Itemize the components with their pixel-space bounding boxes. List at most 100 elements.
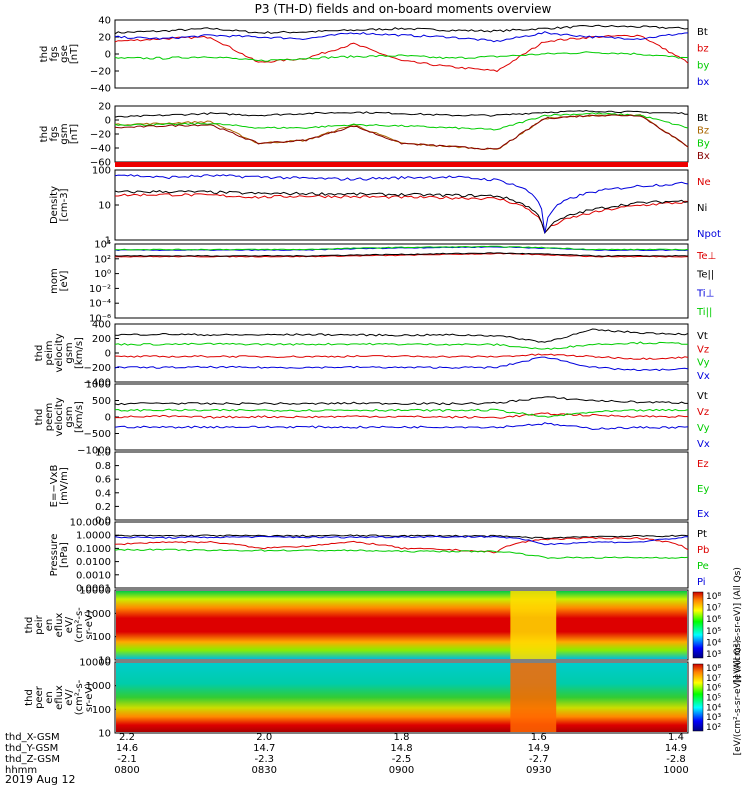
y-tick-label: 10 [98,729,111,740]
colorbar-tick-label: 10⁵ [706,694,721,704]
colorbar-tick-label: 10³ [706,650,721,660]
series-line [114,190,689,234]
y-tick-label: 10.0000 [70,518,111,529]
spectrogram-event-region [510,663,557,732]
y-tick-label: 40 [98,16,111,27]
panel-frame [114,169,689,241]
y-axis-label: (cm²-s- [74,679,85,715]
legend-entry: Vt [697,331,708,342]
series-line [115,353,689,361]
x-tick-label: 1.4 [668,732,684,743]
y-axis-label: gsm [64,406,75,427]
series-line [114,24,689,35]
x-axis-row-label: thd_X-GSM [5,732,60,743]
series-line [114,341,688,350]
y-tick-label: 0 [105,413,111,424]
y-axis-label: eflux [54,613,65,638]
legend-entry: Ti⊥ [696,288,714,299]
x-axis-row-label: thd_Y-GSM [5,743,58,754]
x-tick-label: 1.8 [394,732,410,743]
y-axis-label: eflux [54,685,65,710]
legend-entry: Te⊥ [696,251,716,262]
panel-frame [114,589,689,661]
y-axis-label: (cm²-s- [74,607,85,643]
y-tick-label: 0.6 [95,475,111,486]
colorbar [692,663,704,732]
series-line [115,193,689,234]
y-tick-label: 10000 [79,658,111,669]
colorbar-tick-label: 10³ [706,713,721,723]
panel-frame [114,383,689,451]
x-tick-label: -2.5 [392,754,412,765]
y-axis-label: gsm [64,342,75,363]
x-tick-label: -2.7 [529,754,549,765]
y-axis-label: [cm-3] [59,188,70,221]
y-axis-label: eV/ [64,616,75,633]
y-tick-label: −20 [90,130,111,141]
y-tick-label: 10 [98,656,111,667]
colorbar-tick-label: 10⁸ [706,664,721,674]
y-tick-label: 1 [105,236,111,247]
panel-frame [114,243,689,319]
y-tick-label: 0 [105,50,111,61]
panel-frame [114,451,689,521]
colorbar-tick-label: 10⁵ [706,627,721,637]
legend-entry: Pi [697,577,706,588]
series-line [114,31,689,43]
y-tick-label: 1.0 [95,448,111,459]
x-axis-row-label: hhmm [5,765,37,776]
panel-4: mom [eV] 10⁴ 10² 10⁰ 10⁻² 10⁻⁴ 10⁻⁶ Te⊥ Te|| Ti⊥ Ti… [49,240,716,325]
y-axis-label: [eV] [59,271,70,292]
legend-entry: Vy [697,358,710,369]
legend-entry: Pt [697,529,707,540]
legend-entry: Vz [697,407,709,418]
y-tick-label: 10² [94,254,111,265]
x-tick-label: -2.1 [117,754,137,765]
y-tick-label: 0.0100 [76,557,111,568]
series-line [114,245,689,251]
y-tick-label: 100 [92,632,111,643]
y-axis-label: thd [34,409,45,426]
series-line [114,174,689,234]
panel-7: E=−VxB [mV/m] 1.0 0.8 0.6 0.4 0.2 0.0 Ez Ey Ex [49,448,709,527]
x-tick-label: 0830 [252,765,277,776]
x-tick-label: -2.3 [254,754,274,765]
series-line [114,114,689,151]
y-tick-label: 1000 [86,681,111,692]
spectrogram-image [116,591,687,659]
series-line [114,51,688,62]
legend-entry: Ti|| [696,307,712,318]
x-tick-label: 1.6 [531,732,547,743]
y-tick-label: 20 [98,102,111,113]
colorbar [692,591,704,659]
legend-entry: Bt [697,27,708,38]
y-tick-label: 0.0 [95,516,111,527]
y-axis-label: en [44,691,55,704]
y-tick-label: 0.8 [95,461,111,472]
y-tick-label: 1000 [86,380,111,391]
status-bar [115,162,688,167]
y-tick-label: −40 [90,84,111,95]
series-line [114,396,688,406]
series-line [114,34,689,73]
legend-entry: Te|| [696,270,714,281]
x-axis-block: thd_X-GSM 2.2 2.0 1.8 1.6 1.4 thd_Y-GSM 14.6 14.… [5,732,689,776]
legend-entry: Vt [697,391,708,402]
series-line [114,252,689,257]
y-axis-label: Pressure [49,534,60,577]
series-line [114,356,689,372]
y-tick-label: 10 [98,201,111,212]
legend-entry: Ez [697,459,709,470]
colorbar-tick-label: 10⁶ [706,615,721,625]
y-axis-label: thd [24,617,35,634]
legend-entry: Vy [697,423,710,434]
legend-entry: Bt [697,113,708,124]
legend-entry: Ne [697,177,711,188]
legend-entry: Ni [697,203,707,214]
y-axis-label: [mV/m] [59,467,70,505]
panel-10: thd peer en eflux eV/(cm²-s-sr-eV) 10000 1000 1… [24,640,743,756]
y-tick-label: 0 [105,116,111,127]
series-line [114,535,689,546]
y-tick-label: 0.0010 [76,570,111,581]
y-tick-label: 100 [92,705,111,716]
